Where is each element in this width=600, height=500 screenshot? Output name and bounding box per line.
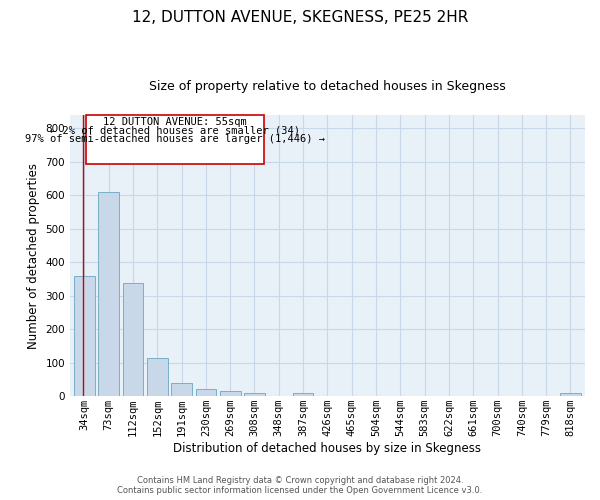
Bar: [74, 276, 95, 396]
Bar: [293, 393, 313, 396]
Text: 12, DUTTON AVENUE, SKEGNESS, PE25 2HR: 12, DUTTON AVENUE, SKEGNESS, PE25 2HR: [132, 10, 468, 25]
Text: 97% of semi-detached houses are larger (1,446) →: 97% of semi-detached houses are larger (…: [25, 134, 325, 144]
Bar: [196, 390, 216, 396]
Y-axis label: Number of detached properties: Number of detached properties: [27, 162, 40, 348]
Text: ← 2% of detached houses are smaller (34): ← 2% of detached houses are smaller (34): [50, 126, 300, 136]
Bar: [86, 115, 264, 164]
Bar: [560, 394, 581, 396]
Text: Contains HM Land Registry data © Crown copyright and database right 2024.
Contai: Contains HM Land Registry data © Crown c…: [118, 476, 482, 495]
Bar: [244, 393, 265, 396]
Bar: [122, 283, 143, 396]
Bar: [98, 192, 119, 396]
Bar: [220, 391, 241, 396]
Bar: [171, 384, 192, 396]
X-axis label: Distribution of detached houses by size in Skegness: Distribution of detached houses by size …: [173, 442, 481, 455]
Bar: [147, 358, 167, 396]
Title: Size of property relative to detached houses in Skegness: Size of property relative to detached ho…: [149, 80, 506, 93]
Text: 12 DUTTON AVENUE: 55sqm: 12 DUTTON AVENUE: 55sqm: [103, 118, 247, 128]
